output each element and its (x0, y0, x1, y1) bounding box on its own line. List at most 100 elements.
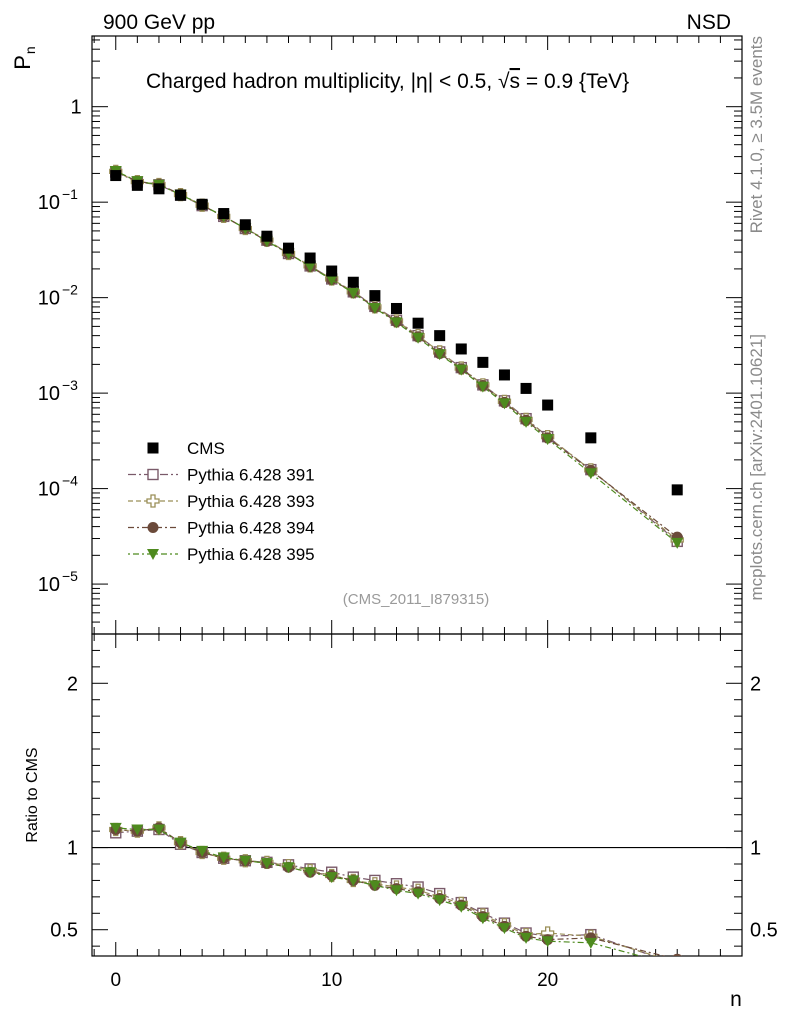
point-pythia-6-428-395 (455, 364, 468, 376)
point-cms (218, 208, 230, 220)
ratio-point-pythia-6-428-395 (476, 913, 489, 925)
legend: CMS Pythia 6.428 391 Pythia 6.428 393 Pythi… (128, 439, 315, 564)
ratio-point-pythia-6-428-395 (196, 845, 209, 857)
point-pythia-6-428-395 (390, 317, 403, 329)
point-cms (110, 170, 122, 182)
header-left-label: 900 GeV pp (103, 11, 215, 34)
ratio-point-pythia-6-428-391 (672, 959, 682, 969)
legend-marker-pythia-6-428-391 (147, 468, 159, 481)
main-y-axis-label: Pn (10, 46, 38, 69)
ratio-y-tick-label-right: 0.5 (750, 920, 778, 942)
point-cms (239, 219, 251, 231)
legend-marker-pythia-6-428-393 (146, 494, 160, 508)
rivet-version-label: Rivet 4.1.0, ≥ 3.5M events (747, 36, 766, 233)
legend-label-pythia-6-428-393: Pythia 6.428 393 (187, 492, 315, 511)
point-pythia-6-428-395 (347, 287, 360, 299)
ratio-point-pythia-6-428-395 (412, 888, 425, 900)
point-pythia-6-428-395 (541, 434, 554, 446)
y-tick-label-exponent: −2 (62, 282, 78, 298)
point-pythia-6-428-395 (433, 349, 446, 361)
ratio-point-pythia-6-428-395 (390, 885, 403, 897)
ratio-point-pythia-6-428-395 (671, 961, 683, 972)
point-cms (153, 183, 165, 195)
ratio-y-tick-label: 0.5 (50, 920, 78, 942)
point-pythia-6-428-395 (368, 302, 381, 314)
point-cms (520, 382, 532, 394)
point-cms (434, 330, 446, 342)
ratio-point-pythia-6-428-395 (217, 852, 230, 864)
ratio-point-pythia-6-428-395 (455, 901, 468, 913)
point-pythia-6-428-395 (671, 537, 684, 549)
ratio-y-tick-label-right: 1 (750, 838, 761, 860)
series-line-pythia-6-428-391 (115, 171, 678, 542)
point-pythia-6-428-395 (304, 261, 317, 273)
mcplots-label: mcplots.cern.ch [arXiv:2401.10621] (747, 334, 766, 600)
point-cms (412, 317, 424, 329)
y-tick-label-exponent: −4 (62, 473, 78, 489)
ratio-point-pythia-6-428-395 (541, 936, 554, 948)
ratio-y-tick-label-right: 2 (750, 673, 761, 695)
main-series-layer (109, 164, 684, 549)
ratio-point-pythia-6-428-395 (260, 858, 273, 870)
ratio-point-pythia-6-428-395 (433, 895, 446, 907)
y-tick-label: 10 (38, 288, 60, 310)
point-cms (261, 230, 273, 242)
y-tick-label-exponent: −1 (62, 186, 78, 202)
ratio-point-pythia-6-428-393 (674, 955, 680, 956)
legend-marker-pythia-6-428-395 (147, 549, 159, 560)
point-pythia-6-428-395 (584, 468, 597, 480)
ratio-series-layer (109, 821, 683, 972)
point-cms (585, 432, 597, 444)
analysis-watermark: (CMS_2011_I879315) (343, 591, 489, 608)
series-line-pythia-6-428-393 (115, 170, 678, 541)
ratio-y-tick-label: 1 (67, 838, 78, 860)
y-tick-label: 1 (70, 97, 81, 119)
ratio-point-pythia-6-428-395 (347, 875, 360, 887)
chart-title-part-e: s (510, 70, 521, 93)
chart-title-part-b: η (416, 70, 428, 93)
legend-label-pythia-6-428-391: Pythia 6.428 391 (187, 466, 315, 485)
series-line-pythia-6-428-395 (115, 170, 678, 544)
ratio-point-pythia-6-428-395 (304, 867, 317, 879)
y-tick-label: 10 (38, 574, 60, 596)
chart-title-part-d: √ (498, 70, 510, 93)
point-pythia-6-428-395 (498, 398, 511, 410)
ratio-point-pythia-6-428-395 (584, 937, 597, 949)
ratio-point-pythia-6-428-395 (131, 824, 144, 836)
ratio-plot-frame (91, 633, 743, 957)
point-cms (131, 179, 143, 191)
legend-marker-pythia-6-428-394 (147, 522, 159, 533)
ratio-y-axis-label: Ratio to CMS (24, 747, 41, 842)
x-tick-label: 20 (537, 970, 558, 991)
point-cms (283, 242, 295, 254)
legend-label-cms: CMS (187, 439, 225, 458)
legend-label-pythia-6-428-395: Pythia 6.428 395 (187, 545, 315, 564)
point-cms (390, 302, 402, 314)
chart-title-part-a: Charged hadron multiplicity, (146, 70, 411, 93)
point-cms (477, 356, 489, 368)
legend-marker-cms (147, 442, 159, 454)
chart-title-part-f: = 0.9 {TeV} (520, 70, 629, 93)
point-cms (671, 484, 683, 496)
ratio-point-pythia-6-428-395 (239, 855, 252, 867)
point-pythia-6-428-395 (520, 416, 533, 428)
point-cms (369, 290, 381, 302)
chart-title: Charged hadron multiplicity, |η| < 0.5, … (146, 70, 629, 93)
chart-title-bar: | (411, 70, 416, 93)
y-tick-label: 10 (38, 383, 60, 405)
ratio-point-pythia-6-428-395 (498, 923, 511, 935)
ratio-point-pythia-6-428-395 (152, 824, 165, 836)
y-tick-label-exponent: −5 (62, 568, 78, 584)
point-cms (498, 369, 510, 381)
ratio-point-pythia-6-428-395 (520, 932, 533, 944)
point-cms (455, 343, 467, 355)
legend-label-pythia-6-428-394: Pythia 6.428 394 (187, 519, 315, 538)
y-tick-label: 10 (38, 192, 60, 214)
point-cms (542, 399, 554, 411)
x-tick-label: 0 (110, 970, 121, 991)
x-axis-label: n (730, 988, 742, 1011)
point-cms (347, 276, 359, 288)
point-pythia-6-428-395 (476, 381, 489, 393)
